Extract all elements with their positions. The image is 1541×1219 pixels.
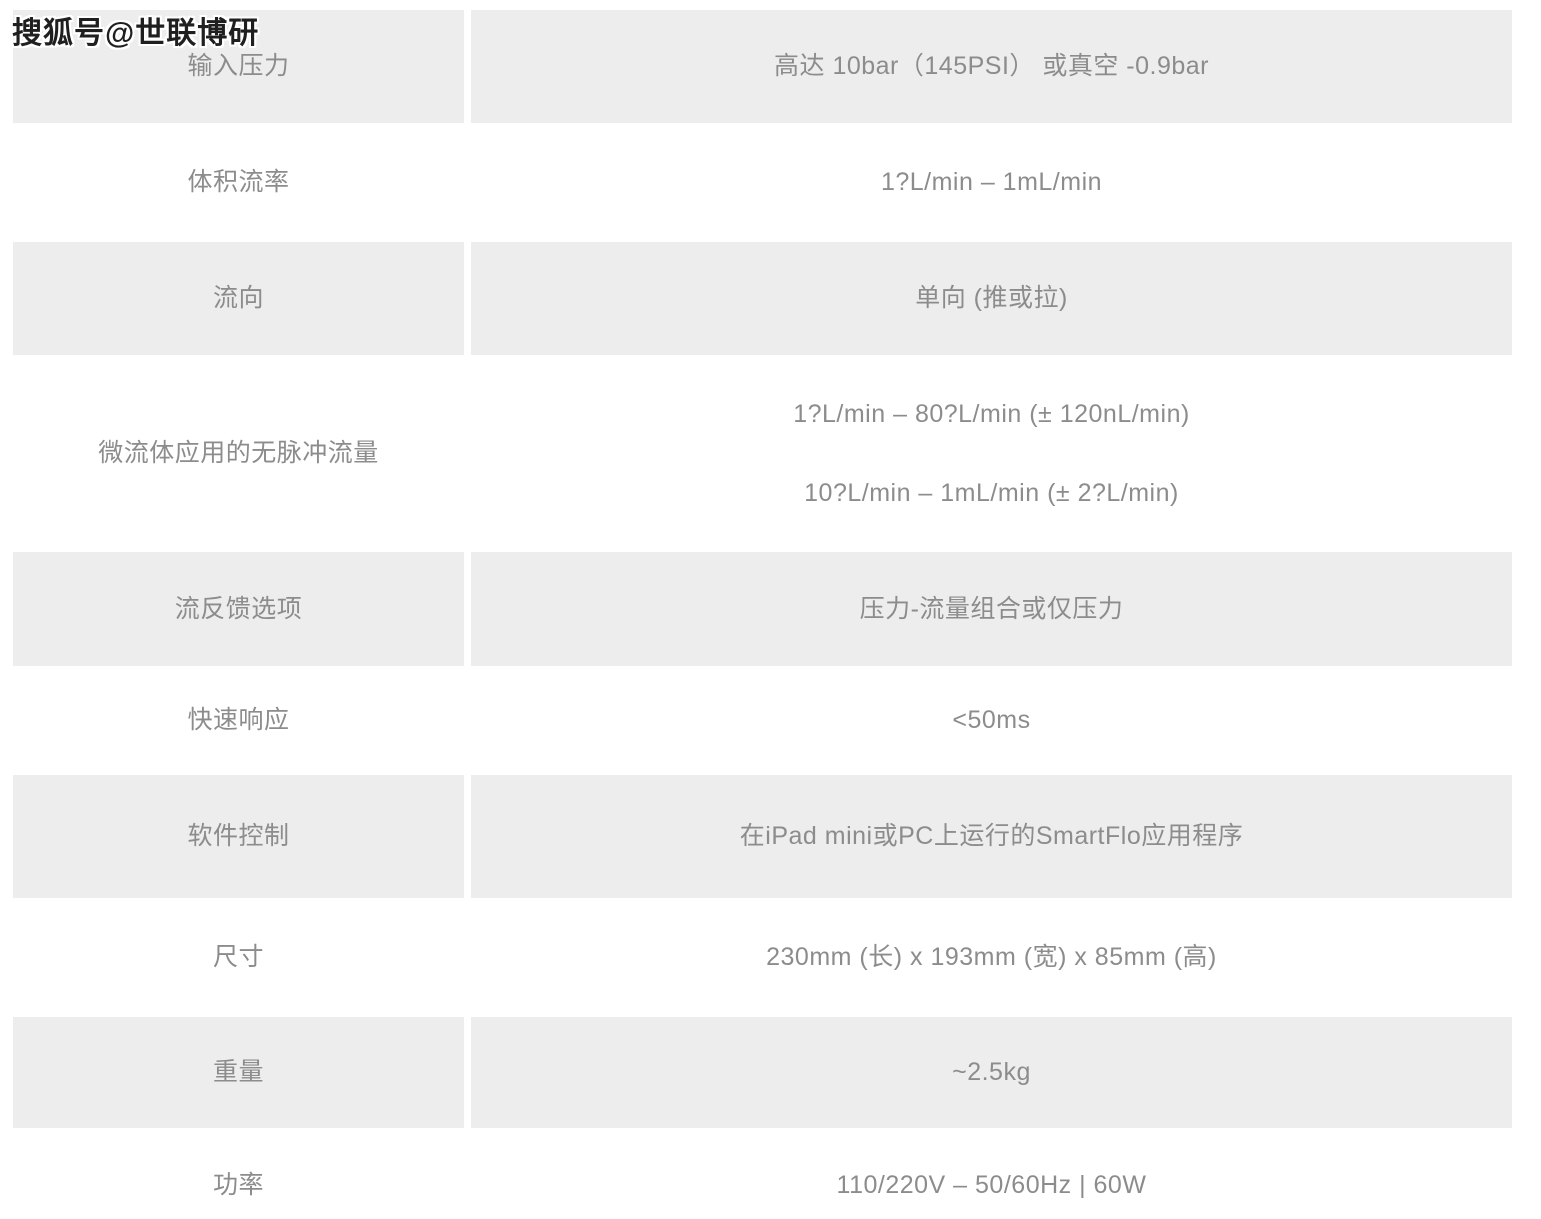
table-row: 尺寸 230mm (长) x 193mm (宽) x 85mm (高) bbox=[13, 898, 1512, 1017]
spec-value: 在iPad mini或PC上运行的SmartFlo应用程序 bbox=[739, 822, 1244, 850]
table-row: 重量 ~2.5kg bbox=[13, 1017, 1512, 1128]
spec-value: 1?L/min – 1mL/min bbox=[880, 168, 1103, 196]
spec-label-cell: 尺寸 bbox=[13, 898, 464, 1017]
column-gap bbox=[464, 666, 471, 775]
column-gap bbox=[464, 898, 471, 1017]
spec-label-cell: 功率 bbox=[13, 1128, 464, 1219]
spec-value: 10?L/min – 1mL/min (± 2?L/min) bbox=[804, 478, 1179, 507]
table-row: 体积流率 1?L/min – 1mL/min bbox=[13, 123, 1512, 242]
spec-value: 压力-流量组合或仅压力 bbox=[859, 594, 1124, 623]
spec-label: 微流体应用的无脉冲流量 bbox=[98, 439, 379, 467]
spec-value-cell: 高达 10bar（145PSI） 或真空 -0.9bar bbox=[471, 10, 1512, 123]
spec-value: 1?L/min – 80?L/min (± 120nL/min) bbox=[793, 399, 1190, 428]
column-gap bbox=[464, 775, 471, 898]
spec-label: 功率 bbox=[212, 1171, 264, 1199]
table-row: 微流体应用的无脉冲流量 1?L/min – 80?L/min (± 120nL/… bbox=[13, 355, 1512, 552]
spec-value: 230mm (长) x 193mm (宽) x 85mm (高) bbox=[766, 943, 1217, 971]
spec-value: 高达 10bar（145PSI） 或真空 -0.9bar bbox=[774, 52, 1209, 80]
spec-label: 软件控制 bbox=[187, 822, 290, 850]
spec-label: 重量 bbox=[212, 1058, 264, 1086]
spec-label: 尺寸 bbox=[212, 943, 264, 971]
spec-value: <50ms bbox=[952, 706, 1031, 734]
sohu-watermark: 搜狐号@世联博研 bbox=[12, 17, 260, 50]
table-row: 流向 单向 (推或拉) bbox=[13, 242, 1512, 355]
spec-value: 单向 (推或拉) bbox=[915, 284, 1068, 312]
spec-label: 流反馈选项 bbox=[174, 594, 303, 623]
spec-value: 110/220V – 50/60Hz | 60W bbox=[836, 1171, 1147, 1199]
spec-label-cell: 快速响应 bbox=[13, 666, 464, 775]
column-gap bbox=[464, 1017, 471, 1128]
column-gap bbox=[464, 1128, 471, 1219]
spec-value-cell: 单向 (推或拉) bbox=[471, 242, 1512, 355]
spec-value-cell: 在iPad mini或PC上运行的SmartFlo应用程序 bbox=[471, 775, 1512, 898]
spec-value-cell: <50ms bbox=[471, 666, 1512, 775]
spec-label-cell: 重量 bbox=[13, 1017, 464, 1128]
spec-value: ~2.5kg bbox=[952, 1058, 1031, 1086]
spec-label-cell: 流反馈选项 bbox=[13, 552, 464, 666]
spec-label: 输入压力 bbox=[187, 52, 290, 80]
column-gap bbox=[464, 242, 471, 355]
spec-label: 体积流率 bbox=[187, 168, 290, 196]
spec-value-cell: 230mm (长) x 193mm (宽) x 85mm (高) bbox=[471, 898, 1512, 1017]
spec-label-cell: 体积流率 bbox=[13, 123, 464, 242]
column-gap bbox=[464, 123, 471, 242]
table-row: 软件控制 在iPad mini或PC上运行的SmartFlo应用程序 bbox=[13, 775, 1512, 898]
spec-value-cell: 1?L/min – 1mL/min bbox=[471, 123, 1512, 242]
table-row: 输入压力 高达 10bar（145PSI） 或真空 -0.9bar bbox=[13, 10, 1512, 123]
spec-label: 快速响应 bbox=[187, 706, 290, 734]
spec-label-cell: 输入压力 bbox=[13, 10, 464, 123]
column-gap bbox=[464, 552, 471, 666]
spec-value-cell: ~2.5kg bbox=[471, 1017, 1512, 1128]
spec-label-cell: 微流体应用的无脉冲流量 bbox=[13, 355, 464, 552]
spec-value-cell: 1?L/min – 80?L/min (± 120nL/min) 10?L/min… bbox=[471, 355, 1512, 552]
spec-label-cell: 流向 bbox=[13, 242, 464, 355]
spec-table: 输入压力 高达 10bar（145PSI） 或真空 -0.9bar 体积流率 1… bbox=[13, 10, 1512, 1219]
column-gap bbox=[464, 10, 471, 123]
spec-label: 流向 bbox=[212, 284, 264, 312]
spec-value-cell: 110/220V – 50/60Hz | 60W bbox=[471, 1128, 1512, 1219]
table-row: 快速响应 <50ms bbox=[13, 666, 1512, 775]
table-row: 功率 110/220V – 50/60Hz | 60W bbox=[13, 1128, 1512, 1219]
spec-value-cell: 压力-流量组合或仅压力 bbox=[471, 552, 1512, 666]
table-row: 流反馈选项 压力-流量组合或仅压力 bbox=[13, 552, 1512, 666]
spec-label-cell: 软件控制 bbox=[13, 775, 464, 898]
column-gap bbox=[464, 355, 471, 552]
